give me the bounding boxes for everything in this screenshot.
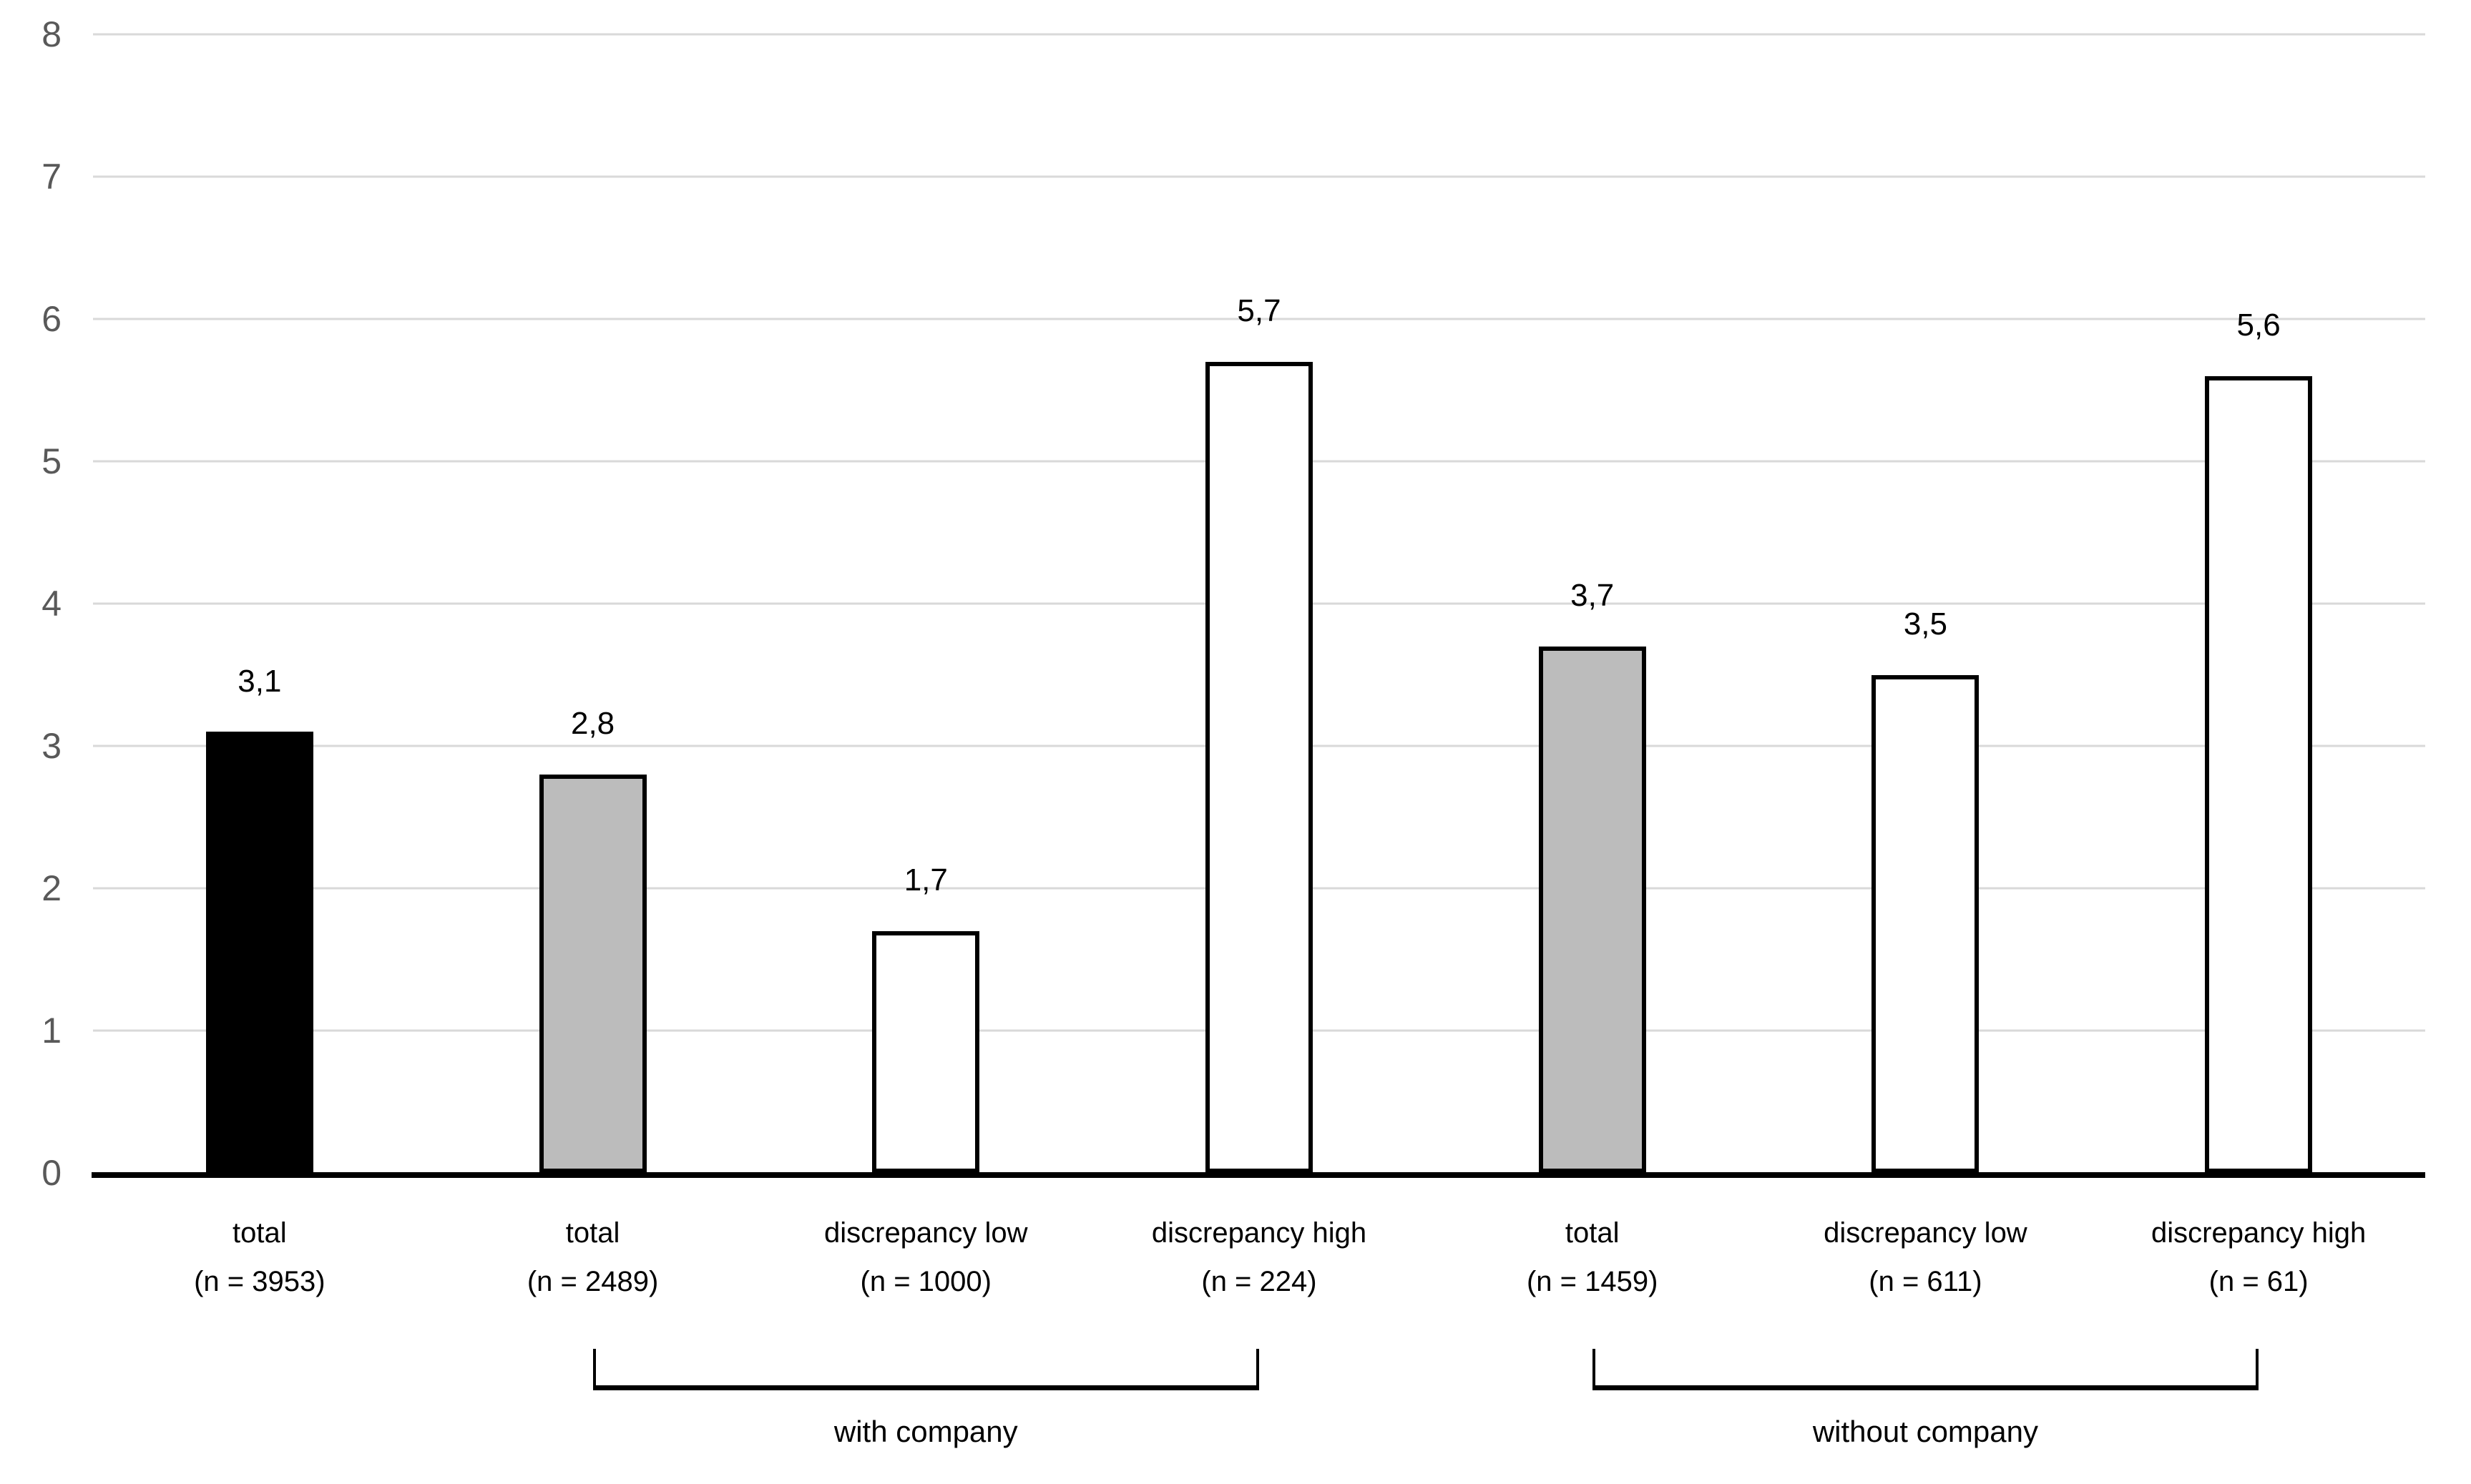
group-bracket — [1592, 1349, 2259, 1390]
bar-value-label: 3,1 — [238, 663, 282, 699]
category-label-line1: total — [565, 1217, 620, 1249]
y-tick-label: 6 — [41, 299, 62, 339]
category-label: discrepancy high (n = 224) — [1092, 1209, 1426, 1306]
bar-white — [2205, 375, 2313, 1173]
category-label-line2: (n = 61) — [2208, 1266, 2309, 1297]
group-bracket — [592, 1349, 1259, 1390]
y-tick-label: 7 — [41, 157, 62, 197]
y-tick-label: 3 — [41, 726, 62, 766]
y-tick-label: 4 — [41, 584, 62, 624]
bar-white — [872, 930, 980, 1173]
category-label: total (n = 1459) — [1426, 1209, 1759, 1306]
category-label-line2: (n = 3953) — [194, 1266, 326, 1297]
category-label-line2: (n = 611) — [1869, 1266, 1982, 1297]
y-tick-label: 1 — [41, 1011, 62, 1051]
category-label: total (n = 2489) — [426, 1209, 760, 1306]
category-label-line1: total — [1565, 1217, 1620, 1249]
category-label-line2: (n = 2489) — [527, 1266, 659, 1297]
bar-white — [1205, 361, 1313, 1173]
category-label-line2: (n = 224) — [1201, 1266, 1317, 1297]
gridline — [93, 318, 2425, 320]
category-label-line1: discrepancy high — [1151, 1217, 1367, 1249]
category-label-line1: discrepancy low — [1824, 1217, 2027, 1249]
bar-white — [1871, 674, 1980, 1173]
gridline — [93, 33, 2425, 36]
gridline — [93, 175, 2425, 178]
bar-gray — [1538, 646, 1646, 1173]
x-axis-line — [92, 1172, 2425, 1178]
y-tick-label: 0 — [41, 1153, 62, 1193]
plot-area: 3,1 2,8 1,7 5,7 3,7 3,5 5,6 — [92, 33, 2425, 1178]
x-axis-labels: total (n = 3953) total (n = 2489) discrepanc… — [93, 1209, 2425, 1330]
y-tick-label: 5 — [41, 441, 62, 481]
group-brackets: with company without company — [93, 1349, 2425, 1481]
bar-value-label: 3,5 — [1903, 606, 1947, 642]
group-label: with company — [833, 1415, 1018, 1448]
category-label-line1: total — [233, 1217, 287, 1249]
bar-value-label: 5,7 — [1237, 293, 1281, 329]
category-label-line1: discrepancy high — [2151, 1217, 2367, 1249]
bar-value-label: 3,7 — [1570, 578, 1615, 614]
category-label-line1: discrepancy low — [823, 1217, 1028, 1249]
category-label: discrepancy low (n = 1000) — [759, 1209, 1092, 1306]
category-label: total (n = 3953) — [93, 1209, 426, 1306]
y-tick-label: 2 — [41, 868, 62, 908]
group-label: without company — [1812, 1415, 2038, 1448]
category-label-line2: (n = 1459) — [1526, 1266, 1658, 1297]
bar-value-label: 1,7 — [904, 863, 948, 898]
category-label: discrepancy low (n = 611) — [1759, 1209, 2093, 1306]
y-tick-label: 8 — [41, 14, 62, 54]
bar-value-label: 2,8 — [570, 706, 615, 742]
category-label: discrepancy high (n = 61) — [2092, 1209, 2425, 1306]
y-axis: 0 1 2 3 4 5 6 7 8 — [0, 16, 72, 1191]
bar-value-label: 5,6 — [2236, 308, 2281, 343]
category-label-line2: (n = 1000) — [860, 1266, 992, 1297]
bar-gray — [539, 774, 647, 1173]
bar-black — [205, 732, 313, 1173]
